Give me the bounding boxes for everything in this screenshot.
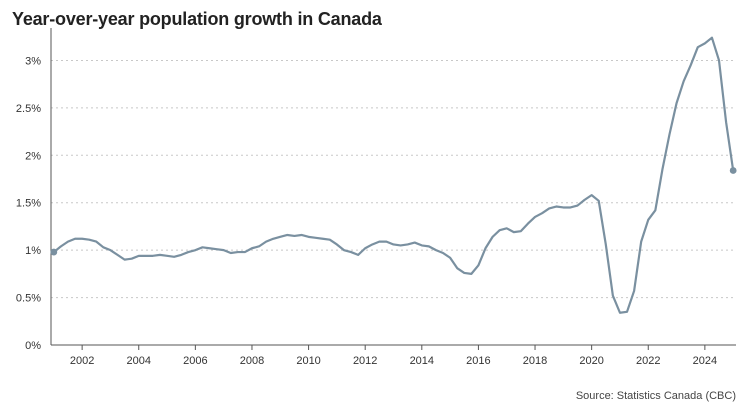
x-tick-label: 2010: [296, 355, 320, 367]
x-tick-label: 2022: [636, 355, 660, 367]
series-layer: [50, 36, 737, 314]
series-start-point: [50, 248, 58, 256]
source-note: Source: Statistics Canada (CBC): [575, 390, 736, 402]
x-tick-label: 2008: [240, 355, 264, 367]
y-tick-label: 0%: [25, 340, 41, 352]
series-line: [52, 36, 735, 314]
x-axis: 2002 2004 2006 2008 2010 2012 2014 2016 2018 2020…: [50, 28, 736, 367]
y-tick-label: 0.5%: [16, 293, 41, 305]
x-tick-label: 2014: [410, 355, 434, 367]
x-tick-label: 2024: [693, 355, 717, 367]
x-tick-label: 2002: [70, 355, 94, 367]
x-tick-label: 2018: [523, 355, 547, 367]
x-tick-label: 2020: [579, 355, 603, 367]
x-tick-label: 2004: [127, 355, 151, 367]
x-tick-label: 2012: [353, 355, 377, 367]
y-tick-label: 3%: [25, 55, 41, 67]
y-tick-label: 2%: [25, 150, 41, 162]
chart-title: Year-over-year population growth in Cana…: [12, 9, 382, 29]
gridlines: [51, 59, 736, 299]
y-axis-ticks: 0% 0.5% 1% 1.5% 2% 2.5% 3%: [16, 55, 41, 352]
y-tick-label: 1%: [25, 245, 41, 257]
y-tick-label: 1.5%: [16, 198, 41, 210]
x-tick-label: 2006: [183, 355, 207, 367]
y-tick-label: 2.5%: [16, 103, 41, 115]
series-end-point: [729, 167, 737, 174]
x-tick-label: 2016: [466, 355, 490, 367]
